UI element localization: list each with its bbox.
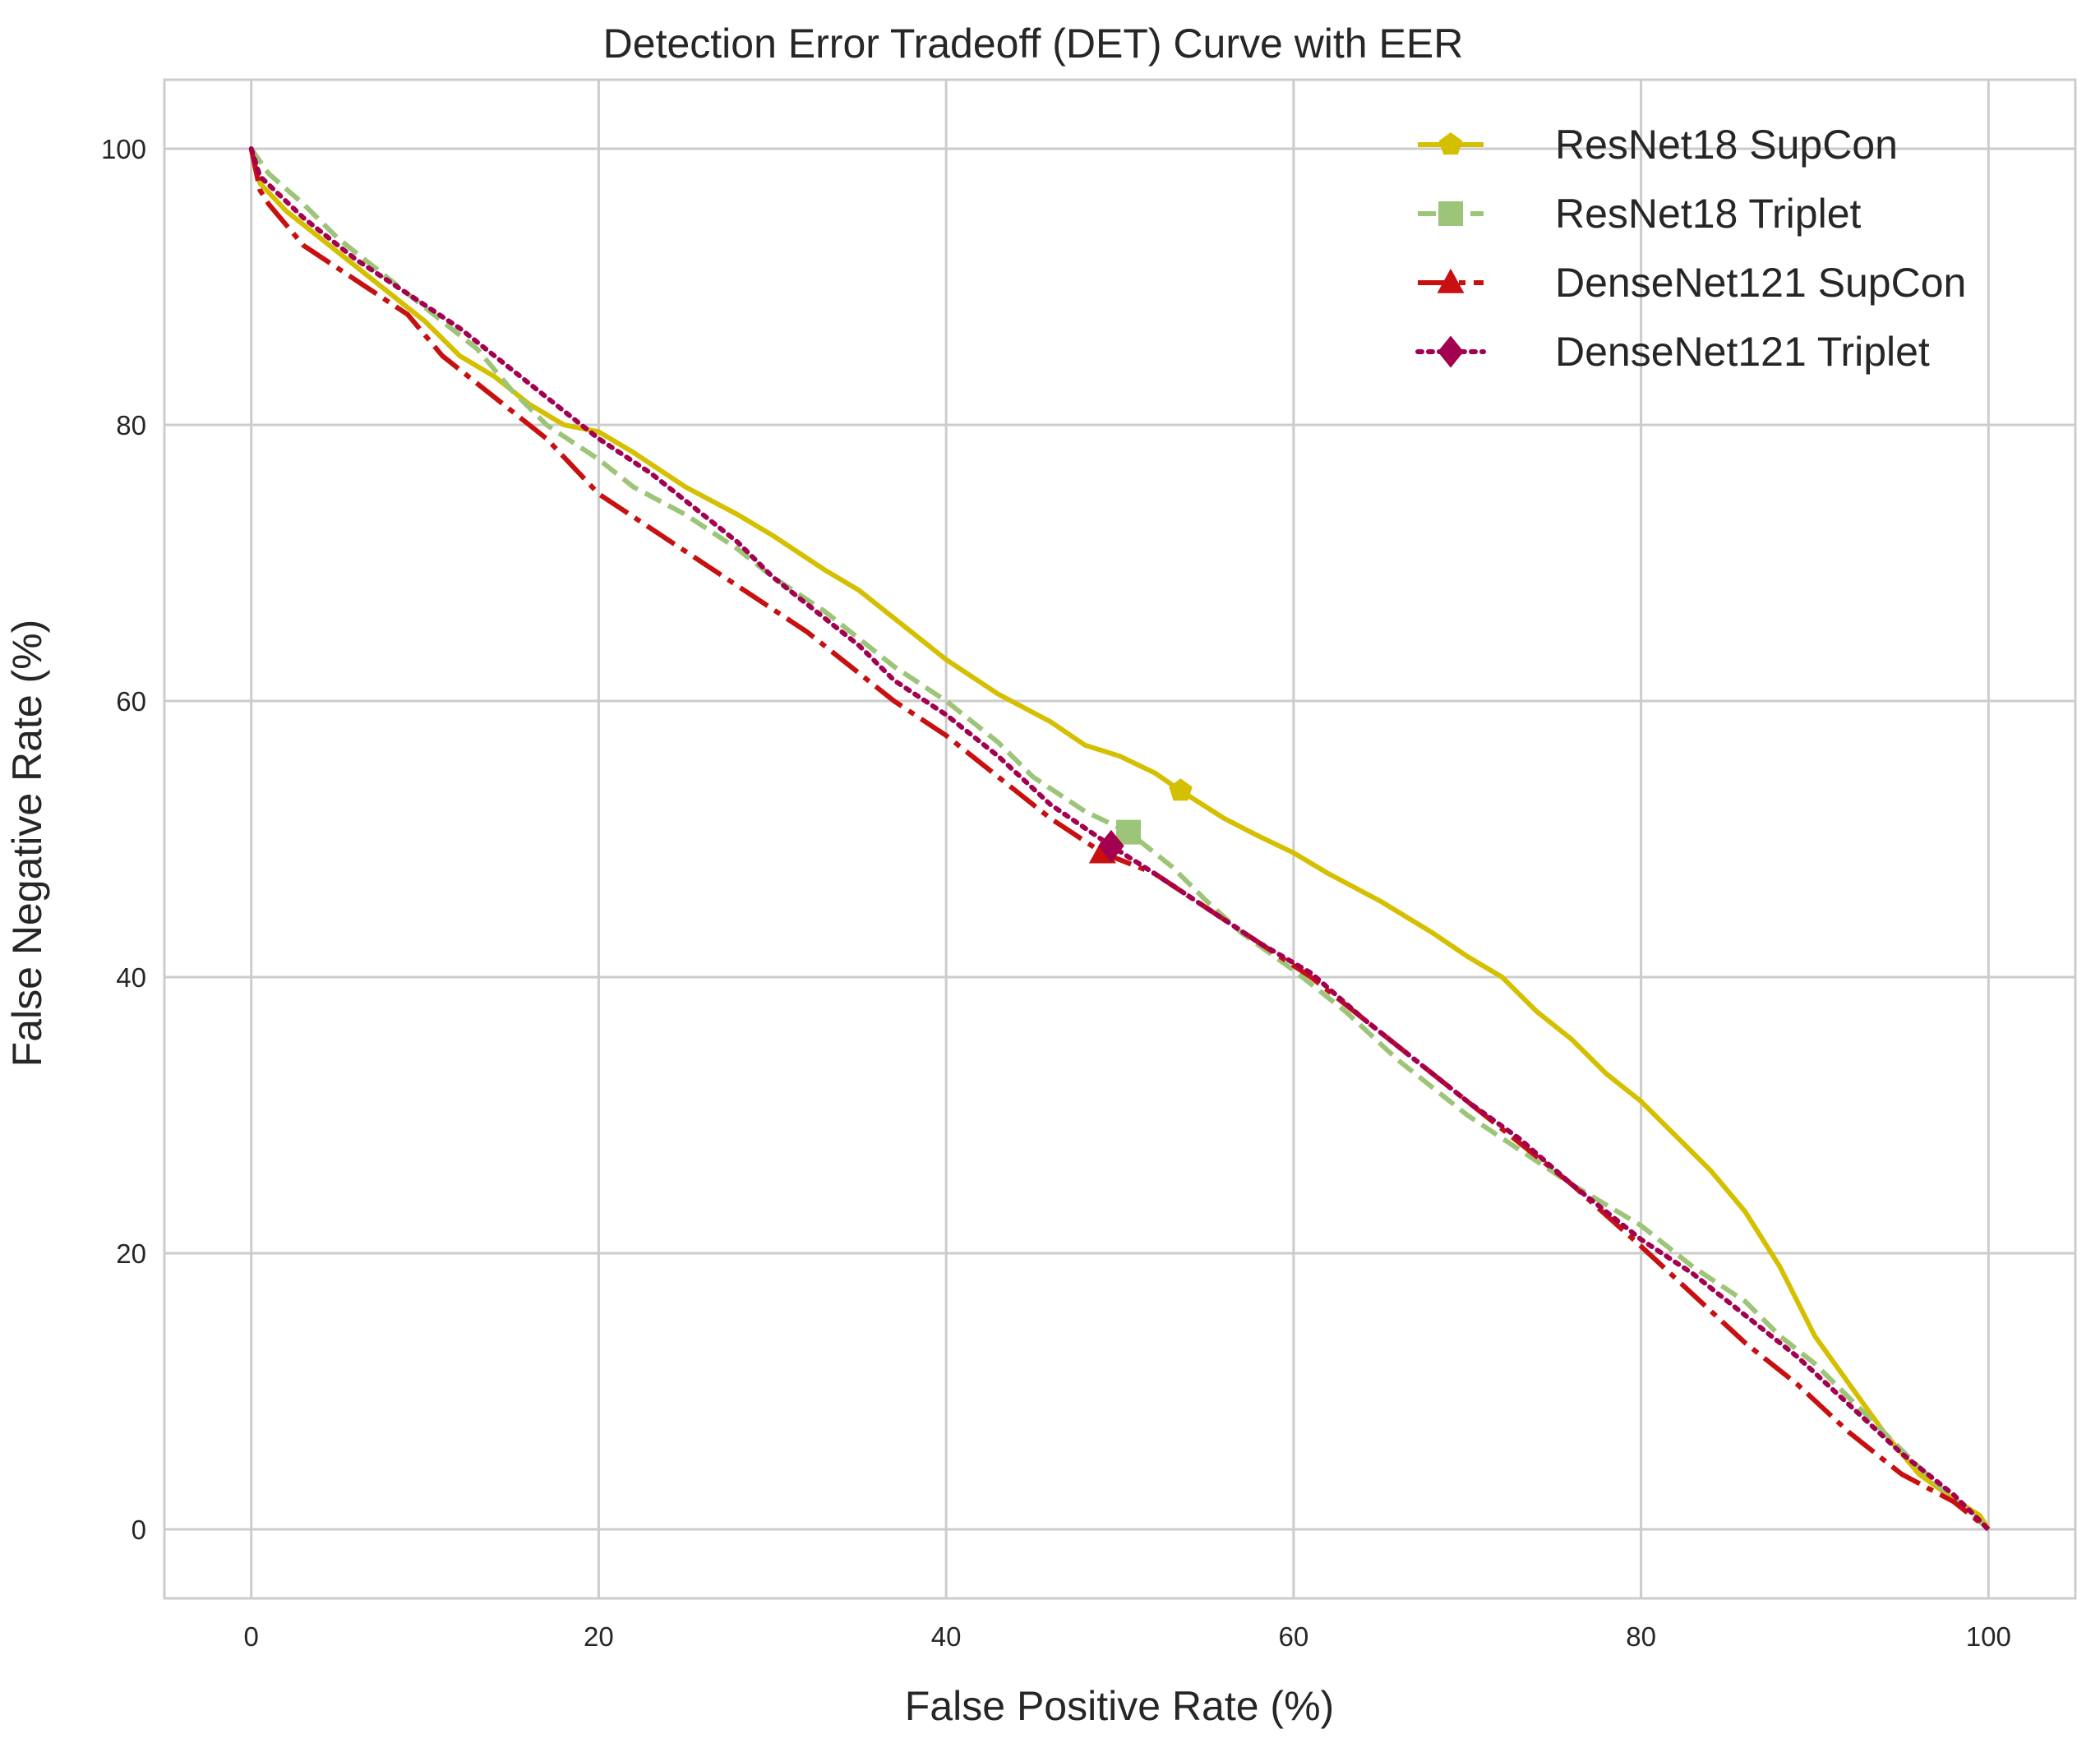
legend-marker-2 — [1438, 201, 1463, 226]
legend-label-2: ResNet18 Triplet — [1555, 191, 1861, 237]
plot-area: 0 20 40 60 80 100 0 20 40 60 80 100 — [101, 78, 2077, 1652]
eer-marker-2 — [1116, 819, 1142, 845]
y-tick-label: 20 — [116, 1238, 146, 1269]
plot-frame — [163, 78, 2077, 1600]
chart-title: Detection Error Tradeoff (DET) Curve wit… — [603, 21, 1464, 67]
y-tick-label: 0 — [132, 1515, 146, 1545]
legend: ResNet18 SupCon ResNet18 Triplet DenseNet1… — [1415, 122, 1966, 375]
x-tick-label: 80 — [1626, 1621, 1656, 1652]
series-line-3 — [248, 148, 1991, 1532]
y-tick-label: 60 — [116, 686, 146, 717]
x-tick-label: 60 — [1279, 1621, 1309, 1652]
legend-marker-1 — [1438, 132, 1463, 155]
y-tick-label: 40 — [116, 962, 146, 993]
legend-label-1: ResNet18 SupCon — [1555, 122, 1898, 168]
legend-label-3: DenseNet121 SupCon — [1555, 260, 1966, 306]
y-tick-label: 80 — [116, 410, 146, 440]
legend-marker-3 — [1437, 268, 1465, 293]
y-axis-label: False Negative Rate (%) — [4, 620, 50, 1067]
x-tick-label: 0 — [244, 1621, 259, 1652]
y-tick-label: 100 — [101, 134, 146, 164]
eer-marker-4 — [1098, 829, 1124, 862]
legend-marker-4 — [1438, 335, 1464, 368]
series-line-4 — [248, 146, 1992, 1532]
legend-label-4: DenseNet121 Triplet — [1555, 329, 1930, 375]
x-tick-label: 100 — [1966, 1621, 2011, 1652]
x-tick-label: 20 — [584, 1621, 614, 1652]
eer-marker-1 — [1169, 778, 1193, 801]
x-tick-label: 40 — [931, 1621, 962, 1652]
x-axis-label: False Positive Rate (%) — [905, 1683, 1334, 1729]
